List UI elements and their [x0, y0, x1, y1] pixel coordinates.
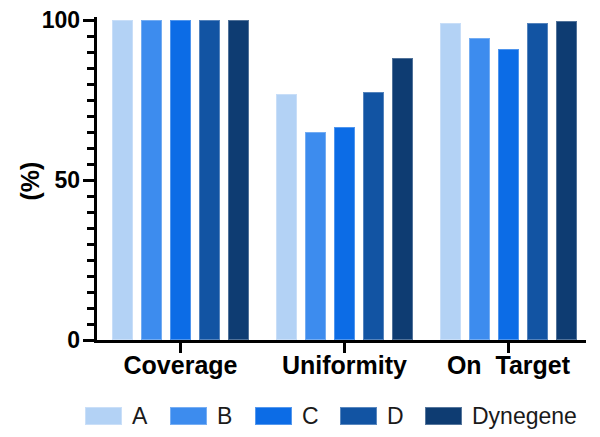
- y-minor-tick: [87, 147, 94, 150]
- legend-item: A: [85, 405, 170, 427]
- bar: [112, 20, 133, 340]
- bar: [305, 132, 326, 340]
- y-minor-tick: [87, 163, 94, 166]
- legend-item: D: [340, 405, 425, 427]
- legend-item: Dynegene: [425, 405, 577, 427]
- y-minor-tick: [87, 275, 94, 278]
- y-minor-tick: [87, 51, 94, 54]
- y-tick-label: 50: [20, 168, 80, 192]
- bar: [469, 38, 490, 340]
- y-minor-tick: [87, 195, 94, 198]
- x-axis-line: [94, 340, 586, 343]
- legend-swatch: [170, 407, 207, 425]
- y-tick-label: 100: [20, 8, 80, 32]
- y-minor-tick: [87, 307, 94, 310]
- bar: [199, 20, 220, 340]
- legend-label: A: [132, 405, 147, 427]
- y-major-tick: [83, 339, 94, 342]
- bar: [276, 94, 297, 340]
- y-major-tick: [83, 19, 94, 22]
- y-tick-label: 0: [20, 328, 80, 352]
- y-minor-tick: [87, 291, 94, 294]
- bar: [440, 23, 461, 340]
- bar: [527, 23, 548, 340]
- legend-label: B: [217, 405, 232, 427]
- y-axis-line: [94, 17, 97, 343]
- y-minor-tick: [87, 211, 94, 214]
- legend-item: B: [170, 405, 255, 427]
- y-minor-tick: [87, 227, 94, 230]
- legend-swatch: [255, 407, 292, 425]
- legend-label: C: [302, 405, 319, 427]
- legend: A B C D Dynegene: [85, 405, 577, 427]
- y-major-tick: [83, 179, 94, 182]
- bar: [392, 58, 413, 340]
- legend-label: D: [387, 405, 404, 427]
- y-minor-tick: [87, 99, 94, 102]
- legend-label: Dynegene: [472, 405, 577, 427]
- y-minor-tick: [87, 259, 94, 262]
- bar: [498, 49, 519, 340]
- y-minor-tick: [87, 115, 94, 118]
- legend-item: C: [255, 405, 340, 427]
- bar: [170, 20, 191, 340]
- y-minor-tick: [87, 83, 94, 86]
- bar: [363, 92, 384, 340]
- legend-swatch: [85, 407, 122, 425]
- bar: [334, 127, 355, 340]
- category-label: On Target: [409, 351, 600, 380]
- bar-chart-figure: (%) 050100 CoverageUniformityOn Target A…: [0, 0, 600, 437]
- y-minor-tick: [87, 131, 94, 134]
- y-minor-tick: [87, 243, 94, 246]
- bar: [141, 20, 162, 340]
- bar: [556, 21, 577, 340]
- y-minor-tick: [87, 323, 94, 326]
- y-minor-tick: [87, 67, 94, 70]
- legend-swatch: [425, 407, 462, 425]
- legend-swatch: [340, 407, 377, 425]
- y-minor-tick: [87, 35, 94, 38]
- bar: [228, 20, 249, 340]
